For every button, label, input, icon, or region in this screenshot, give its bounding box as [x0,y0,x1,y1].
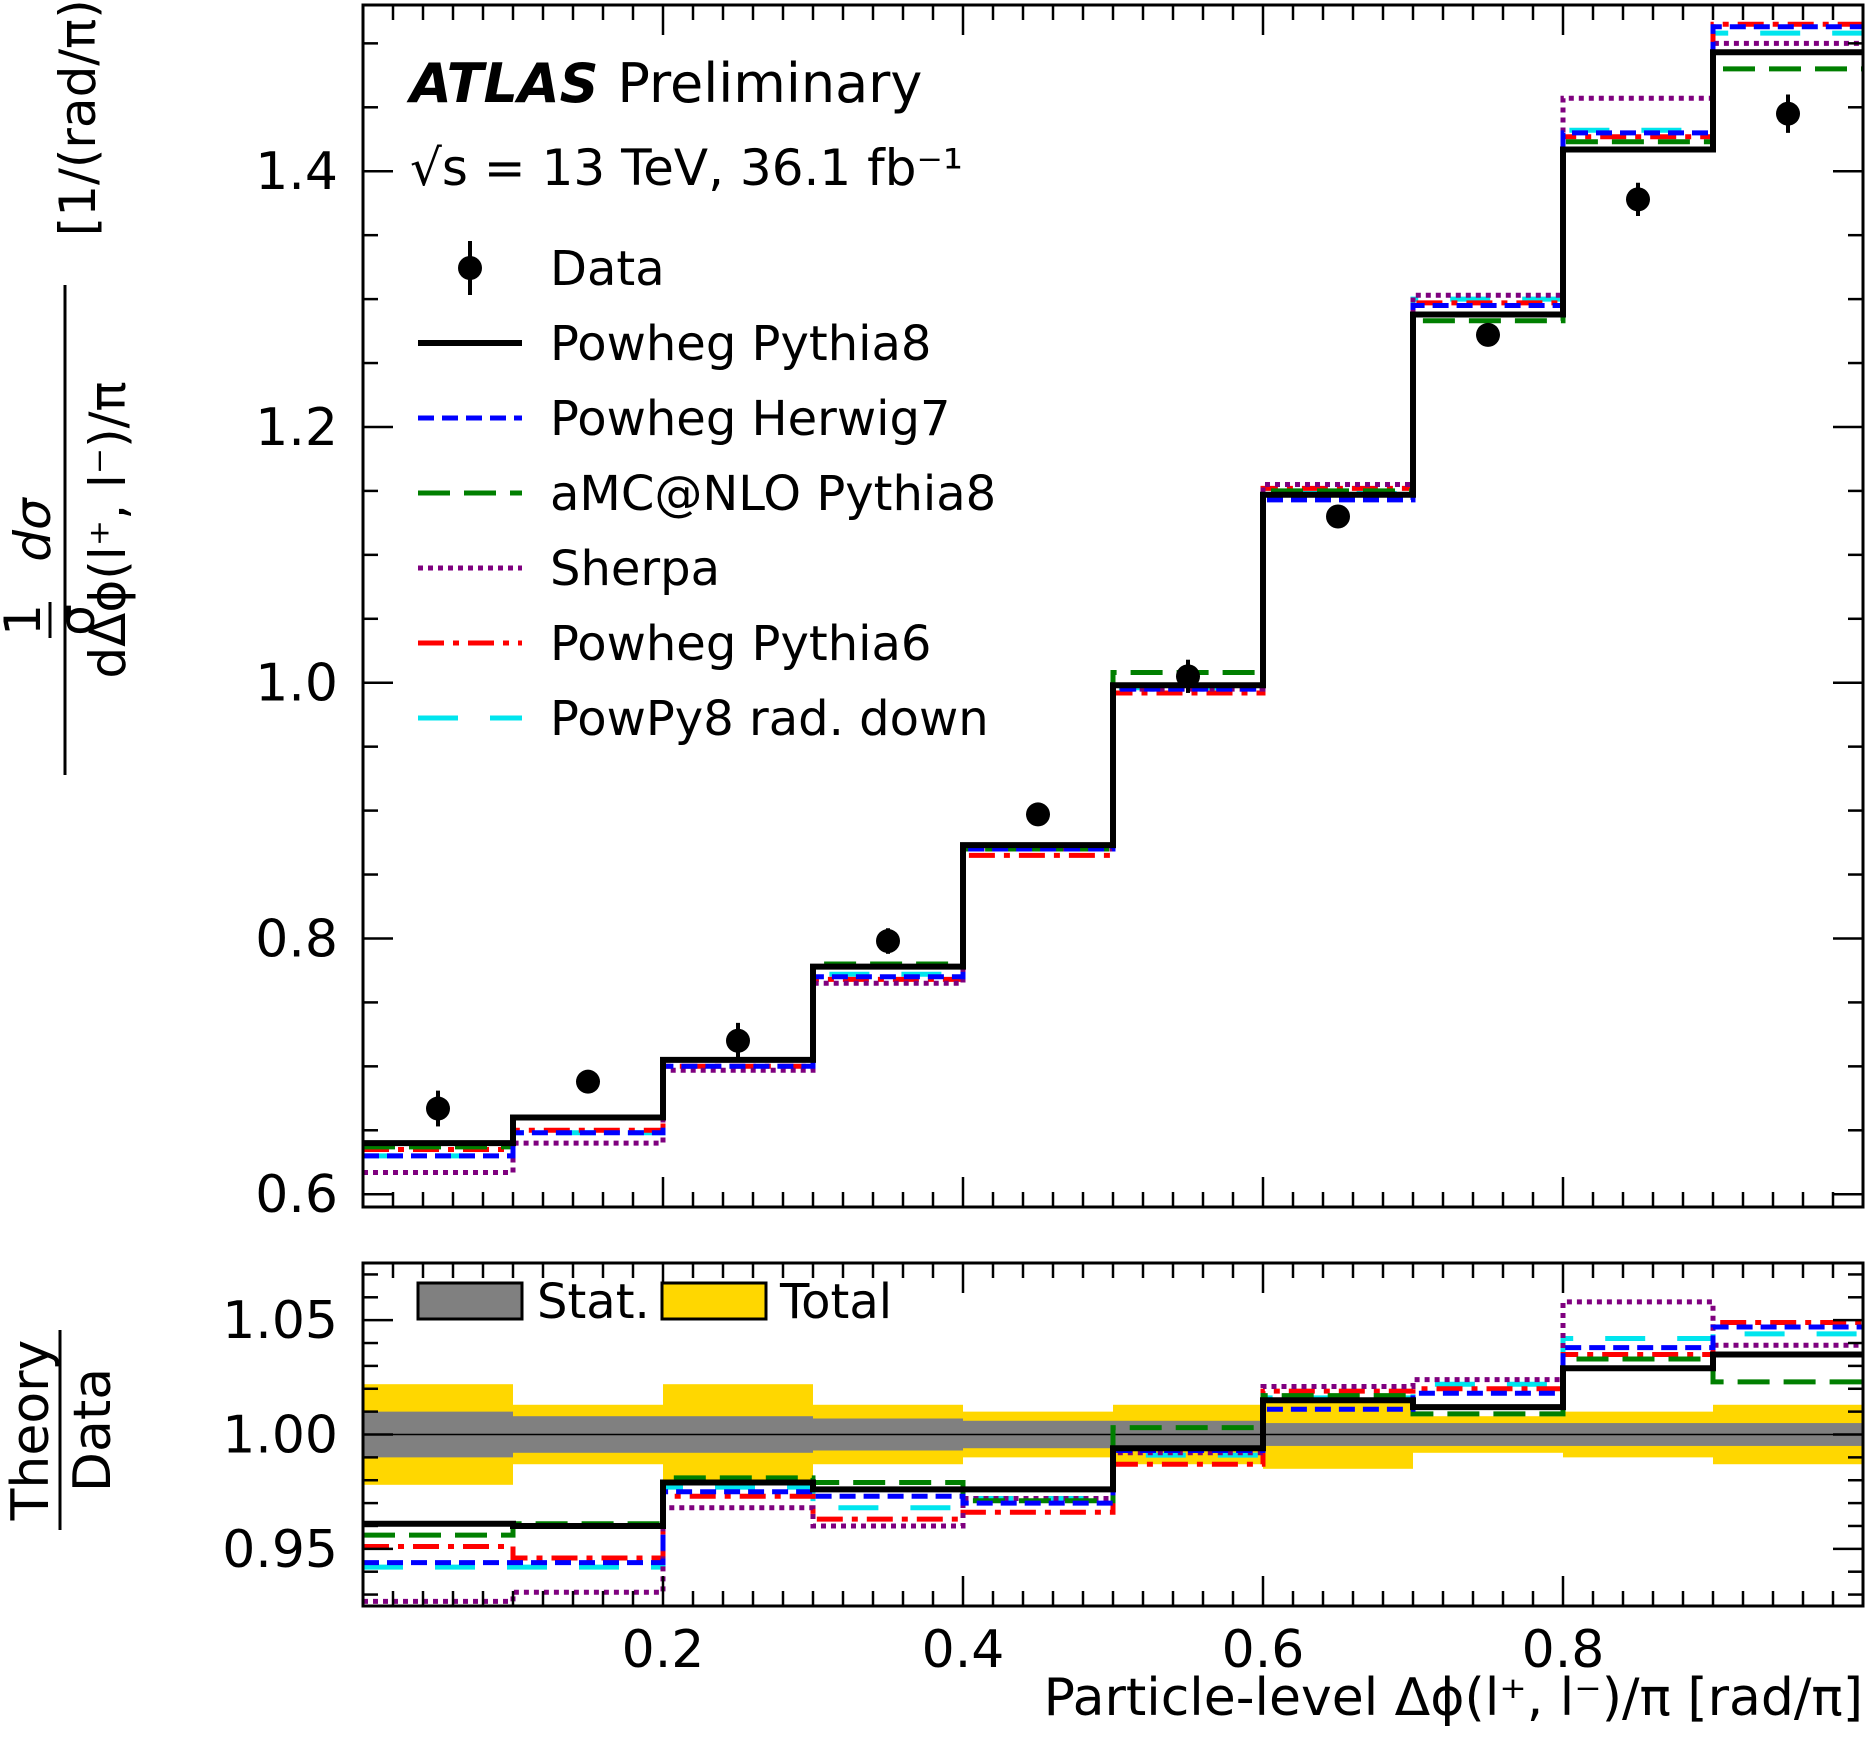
legend-item-data: Data [458,241,665,297]
legend-item-amc-nlo-pythia8: aMC@NLO Pythia8 [418,466,996,522]
main-y-tick-label: 1.2 [255,398,338,458]
ratio-ylabel-top: Theory [1,1340,61,1522]
ratio-y-tick-label: 1.05 [222,1291,338,1351]
ratio-ylabel-bottom: Data [63,1368,123,1492]
data-point [1026,802,1050,827]
experiment-label: ATLAS [406,52,599,115]
ratio-y-ticks: 0.95 1.00 1.05 [222,1273,1863,1596]
ratio-frame [361,1261,1865,1608]
main-data-points [426,94,1800,1127]
ratio-legend: Stat. Total [416,1274,892,1330]
data-point [1476,322,1500,347]
ratio-panel: 0.95 1.00 1.05 [222,1261,1865,1608]
main-y-tick-label: 1.0 [255,654,338,714]
stat-swatch [416,1281,524,1321]
legend-data-marker [458,256,482,280]
atlas-label: ATLAS Preliminary √s = 13 TeV, 36.1 fb⁻¹ [406,52,963,197]
legend-item-sherpa: Sherpa [418,541,720,597]
ratio-y-tick-label: 0.95 [222,1520,338,1580]
legend-item-powpy8-rad-down: PowPy8 rad. down [418,691,989,747]
legend-label: Powheg Pythia6 [550,616,931,672]
data-point [1626,187,1650,212]
ylabel-numerator: dσ [4,497,62,562]
ratio-y-axis-label: Theory Data [1,1330,123,1530]
svg-text:ATLAS Preliminary: ATLAS Preliminary [406,52,922,115]
x-axis-label: Particle-level Δϕ(l⁺, l⁻)/π [rad/π] [1044,1668,1863,1728]
data-point [876,929,900,954]
data-point [1176,664,1200,689]
ratio-y-tick-label: 1.00 [222,1406,338,1466]
main-series-powheg-pythia8 [363,49,1863,1147]
data-point [726,1028,750,1053]
energy-label: √s = 13 TeV, 36.1 fb⁻¹ [410,139,963,197]
legend-label: aMC@NLO Pythia8 [550,466,996,522]
ratio-series-powheg-pythia8 [363,1351,1863,1529]
ylabel-sigma: σ [48,604,106,636]
legend-label: PowPy8 rad. down [550,691,989,747]
ratio-x-ticks [391,1263,1835,1606]
legend-item-powheg-pythia8: Powheg Pythia8 [418,316,931,372]
x-tick-label: 0.6 [1222,1620,1305,1680]
ylabel-unit: [1/(rad/π)] [49,0,107,236]
x-tick-label: 0.4 [922,1620,1005,1680]
legend-label: Sherpa [550,541,720,597]
main-y-tick-label: 1.4 [255,142,338,202]
legend-item-powheg-herwig7: Powheg Herwig7 [418,391,951,447]
main-panel: 0.6 0.8 1.0 1.2 1.4 [255,3,1865,1225]
main-y-tick-label: 0.6 [255,1165,338,1225]
data-point [576,1069,600,1094]
x-tick-label: 0.8 [1522,1620,1605,1680]
main-y-ticks: 0.6 0.8 1.0 1.2 1.4 [255,42,1863,1225]
x-tick-labels: 0.2 0.4 0.6 0.8 [622,1620,1605,1680]
legend-label: Powheg Herwig7 [550,391,951,447]
data-point [426,1096,450,1121]
main-series-group [363,21,1863,1175]
main-frame [361,3,1865,1209]
total-label: Total [779,1274,892,1330]
x-tick-label: 0.2 [622,1620,705,1680]
legend-label: Data [550,241,665,297]
main-y-axis-label: 1 σ dσ dΔϕ(l⁺, l⁻)/π [1/(rad/π)] [0,0,137,775]
status-label: Preliminary [617,52,922,115]
legend-item-powheg-pythia6: Powheg Pythia6 [418,616,931,672]
data-point [1326,504,1350,529]
total-swatch [660,1281,768,1321]
legend: Data Powheg Pythia8 Powheg Herwig7 aMC@NLO … [418,241,996,747]
main-series-amc-nlo-pythia8 [363,66,1863,1150]
data-point [1776,101,1800,126]
legend-label: Powheg Pythia8 [550,316,931,372]
stat-label: Stat. [537,1274,650,1330]
ylabel-prefix: 1 [0,604,52,636]
ylabel-denominator: dΔϕ(l⁺, l⁻)/π [79,381,137,678]
main-x-ticks [391,5,1835,1207]
main-y-tick-label: 0.8 [255,909,338,969]
